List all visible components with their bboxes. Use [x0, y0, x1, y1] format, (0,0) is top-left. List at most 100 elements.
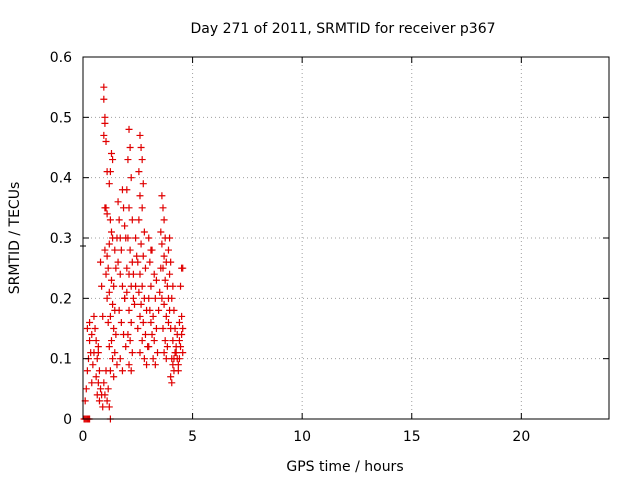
- data-point: [103, 210, 111, 218]
- data-point: [179, 264, 187, 272]
- data-point: [164, 318, 172, 326]
- data-point: [102, 270, 110, 278]
- data-point: [110, 373, 118, 381]
- data-point: [125, 361, 133, 369]
- data-point: [152, 325, 160, 332]
- data-point: [167, 325, 175, 332]
- data-point: [137, 144, 145, 151]
- data-point: [154, 349, 162, 357]
- data-point: [126, 246, 134, 254]
- data-point: [159, 325, 167, 332]
- data-point: [124, 156, 132, 164]
- data-point: [151, 361, 159, 369]
- data-point: [136, 349, 144, 357]
- data-point: [111, 246, 119, 254]
- x-tick-label: 0: [79, 429, 88, 445]
- data-point: [158, 192, 166, 200]
- data-point: [137, 300, 145, 308]
- data-point: [123, 264, 131, 272]
- data-point: [168, 379, 176, 387]
- data-point: [125, 125, 133, 133]
- data-point: [177, 282, 185, 290]
- data-point: [161, 276, 169, 284]
- data-point: [177, 343, 185, 351]
- data-point: [138, 156, 146, 164]
- data-point: [132, 234, 140, 242]
- data-point: [139, 252, 147, 260]
- data-point: [145, 234, 153, 242]
- data-point: [106, 312, 114, 320]
- data-point: [179, 349, 187, 357]
- data-point: [160, 252, 168, 260]
- data-point: [164, 246, 172, 254]
- data-point: [166, 234, 174, 242]
- data-point: [170, 306, 178, 314]
- data-point: [138, 282, 146, 290]
- data-point: [126, 144, 134, 151]
- data-point: [160, 300, 168, 308]
- data-point: [161, 337, 169, 345]
- data-point: [157, 228, 165, 236]
- data-point: [98, 282, 106, 290]
- data-point: [128, 349, 136, 357]
- x-tick-label: 5: [188, 429, 197, 445]
- data-point: [97, 385, 105, 393]
- data-point: [136, 131, 144, 139]
- data-point: [82, 385, 90, 393]
- data-point: [135, 168, 143, 176]
- data-point: [113, 361, 121, 369]
- data-point: [179, 325, 187, 332]
- data-point: [138, 204, 146, 212]
- data-point: [86, 337, 94, 345]
- data-points: [80, 83, 187, 423]
- data-point: [106, 216, 114, 224]
- data-point: [116, 355, 124, 363]
- data-point: [106, 367, 114, 375]
- data-point: [90, 312, 98, 320]
- data-point: [101, 246, 109, 254]
- data-point: [121, 222, 129, 230]
- data-point: [117, 246, 125, 254]
- data-point: [100, 83, 108, 91]
- data-point: [131, 300, 139, 308]
- data-point: [94, 343, 102, 351]
- data-point: [125, 306, 133, 314]
- data-point: [127, 367, 135, 375]
- data-point: [140, 355, 148, 363]
- data-point: [116, 270, 124, 278]
- data-point: [105, 180, 113, 188]
- data-point: [138, 337, 146, 345]
- data-point: [132, 282, 140, 290]
- data-point: [115, 306, 123, 314]
- y-tick-label: 0: [63, 412, 72, 428]
- data-point: [122, 343, 130, 351]
- data-point: [175, 355, 183, 363]
- data-point: [136, 312, 144, 320]
- data-point: [115, 216, 123, 224]
- y-tick-label: 0.2: [50, 291, 72, 307]
- data-point: [159, 264, 167, 272]
- data-point: [109, 355, 117, 363]
- data-point: [140, 228, 148, 236]
- data-point: [134, 258, 142, 266]
- data-point: [104, 385, 112, 393]
- data-point: [83, 367, 91, 375]
- data-point: [160, 216, 168, 224]
- data-point: [97, 258, 105, 266]
- data-point: [101, 204, 109, 212]
- data-point: [101, 119, 109, 127]
- data-point: [104, 264, 112, 272]
- data-point: [150, 337, 158, 345]
- data-point: [136, 192, 144, 200]
- data-point: [156, 288, 164, 296]
- data-point: [111, 349, 119, 357]
- tick-labels: 0 5 10 15 20 0 0.1 0.2 0.3 0.4 0.5 0.6: [50, 50, 531, 445]
- data-point: [112, 264, 120, 272]
- data-point: [95, 367, 103, 375]
- data-point: [99, 312, 107, 320]
- data-point: [103, 168, 111, 176]
- data-point: [155, 306, 163, 314]
- x-tick-label: 15: [403, 429, 421, 445]
- data-point: [149, 355, 157, 363]
- data-point: [129, 294, 137, 302]
